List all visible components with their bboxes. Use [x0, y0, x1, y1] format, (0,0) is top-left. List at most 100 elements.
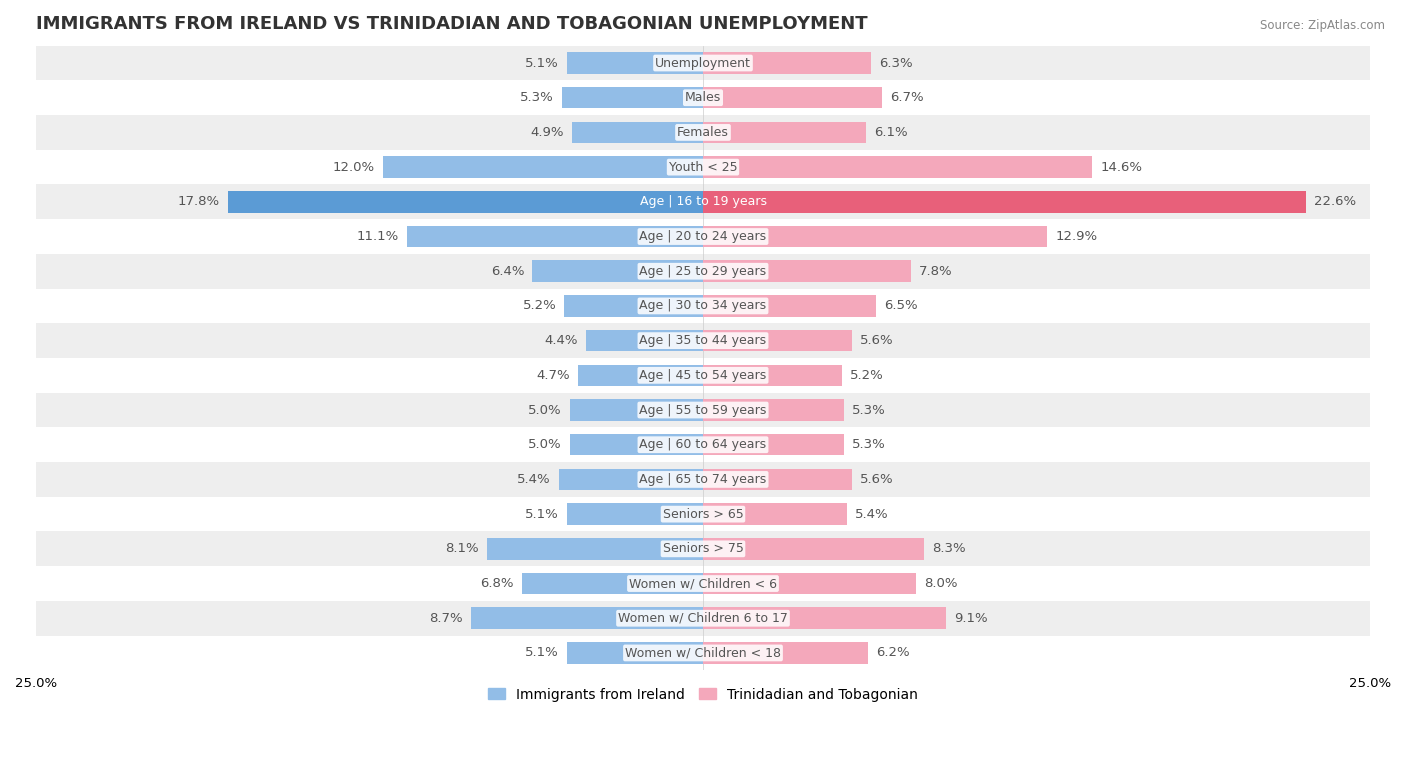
- Text: 6.7%: 6.7%: [890, 92, 924, 104]
- Text: 8.7%: 8.7%: [429, 612, 463, 625]
- Text: 6.2%: 6.2%: [876, 646, 910, 659]
- Bar: [703, 469, 852, 491]
- Bar: [37, 254, 1369, 288]
- Bar: [703, 642, 869, 664]
- Bar: [37, 150, 1369, 185]
- Bar: [37, 497, 1369, 531]
- Bar: [703, 52, 872, 73]
- Text: 6.4%: 6.4%: [491, 265, 524, 278]
- Text: Males: Males: [685, 92, 721, 104]
- Bar: [37, 428, 1369, 462]
- Text: 6.8%: 6.8%: [479, 577, 513, 590]
- Text: 5.1%: 5.1%: [526, 646, 560, 659]
- Bar: [37, 323, 1369, 358]
- Text: 5.2%: 5.2%: [849, 369, 883, 382]
- Text: Seniors > 75: Seniors > 75: [662, 542, 744, 556]
- Text: Source: ZipAtlas.com: Source: ZipAtlas.com: [1260, 19, 1385, 32]
- Bar: [37, 358, 1369, 393]
- Bar: [703, 87, 882, 108]
- Bar: [37, 531, 1369, 566]
- Text: Age | 16 to 19 years: Age | 16 to 19 years: [640, 195, 766, 208]
- Bar: [37, 288, 1369, 323]
- Text: Unemployment: Unemployment: [655, 57, 751, 70]
- Bar: [486, 538, 703, 559]
- Bar: [703, 295, 876, 316]
- Text: Age | 55 to 59 years: Age | 55 to 59 years: [640, 403, 766, 416]
- Bar: [37, 601, 1369, 636]
- Bar: [228, 191, 703, 213]
- Bar: [567, 642, 703, 664]
- Text: 8.0%: 8.0%: [924, 577, 957, 590]
- Bar: [586, 330, 703, 351]
- Bar: [703, 607, 946, 629]
- Text: Age | 20 to 24 years: Age | 20 to 24 years: [640, 230, 766, 243]
- Bar: [569, 399, 703, 421]
- Text: 6.3%: 6.3%: [879, 57, 912, 70]
- Bar: [703, 191, 1306, 213]
- Text: 11.1%: 11.1%: [357, 230, 399, 243]
- Text: 17.8%: 17.8%: [179, 195, 221, 208]
- Text: 5.1%: 5.1%: [526, 57, 560, 70]
- Text: Seniors > 65: Seniors > 65: [662, 508, 744, 521]
- Text: 5.4%: 5.4%: [517, 473, 551, 486]
- Text: 8.3%: 8.3%: [932, 542, 966, 556]
- Bar: [37, 80, 1369, 115]
- Bar: [406, 226, 703, 248]
- Text: 5.3%: 5.3%: [520, 92, 554, 104]
- Text: 6.1%: 6.1%: [873, 126, 907, 139]
- Text: 7.8%: 7.8%: [920, 265, 953, 278]
- Text: Age | 60 to 64 years: Age | 60 to 64 years: [640, 438, 766, 451]
- Text: Age | 30 to 34 years: Age | 30 to 34 years: [640, 300, 766, 313]
- Text: Women w/ Children < 18: Women w/ Children < 18: [626, 646, 780, 659]
- Bar: [560, 469, 703, 491]
- Text: 12.9%: 12.9%: [1054, 230, 1097, 243]
- Text: Age | 45 to 54 years: Age | 45 to 54 years: [640, 369, 766, 382]
- Bar: [37, 45, 1369, 80]
- Bar: [703, 260, 911, 282]
- Text: 5.1%: 5.1%: [526, 508, 560, 521]
- Bar: [703, 330, 852, 351]
- Text: Age | 65 to 74 years: Age | 65 to 74 years: [640, 473, 766, 486]
- Text: 5.3%: 5.3%: [852, 403, 886, 416]
- Bar: [37, 393, 1369, 428]
- Text: 9.1%: 9.1%: [953, 612, 987, 625]
- Text: 4.7%: 4.7%: [536, 369, 569, 382]
- Bar: [567, 52, 703, 73]
- Text: Women w/ Children < 6: Women w/ Children < 6: [628, 577, 778, 590]
- Text: 22.6%: 22.6%: [1315, 195, 1355, 208]
- Bar: [578, 365, 703, 386]
- Text: Females: Females: [678, 126, 728, 139]
- Bar: [703, 503, 846, 525]
- Bar: [703, 157, 1092, 178]
- Text: 5.0%: 5.0%: [529, 403, 561, 416]
- Bar: [37, 220, 1369, 254]
- Legend: Immigrants from Ireland, Trinidadian and Tobagonian: Immigrants from Ireland, Trinidadian and…: [482, 682, 924, 707]
- Bar: [703, 538, 924, 559]
- Text: 12.0%: 12.0%: [333, 160, 375, 173]
- Bar: [37, 636, 1369, 670]
- Text: 5.4%: 5.4%: [855, 508, 889, 521]
- Bar: [37, 462, 1369, 497]
- Bar: [561, 87, 703, 108]
- Text: IMMIGRANTS FROM IRELAND VS TRINIDADIAN AND TOBAGONIAN UNEMPLOYMENT: IMMIGRANTS FROM IRELAND VS TRINIDADIAN A…: [37, 15, 868, 33]
- Text: 5.2%: 5.2%: [523, 300, 557, 313]
- Bar: [703, 122, 866, 143]
- Bar: [37, 566, 1369, 601]
- Text: 14.6%: 14.6%: [1101, 160, 1143, 173]
- Text: Youth < 25: Youth < 25: [669, 160, 737, 173]
- Bar: [703, 434, 845, 456]
- Bar: [533, 260, 703, 282]
- Bar: [564, 295, 703, 316]
- Bar: [703, 399, 845, 421]
- Bar: [37, 115, 1369, 150]
- Text: 5.6%: 5.6%: [860, 334, 894, 347]
- Bar: [703, 226, 1047, 248]
- Text: 5.3%: 5.3%: [852, 438, 886, 451]
- Text: Age | 35 to 44 years: Age | 35 to 44 years: [640, 334, 766, 347]
- Text: 5.6%: 5.6%: [860, 473, 894, 486]
- Bar: [37, 185, 1369, 220]
- Text: 4.9%: 4.9%: [531, 126, 564, 139]
- Text: 4.4%: 4.4%: [544, 334, 578, 347]
- Bar: [567, 503, 703, 525]
- Text: 5.0%: 5.0%: [529, 438, 561, 451]
